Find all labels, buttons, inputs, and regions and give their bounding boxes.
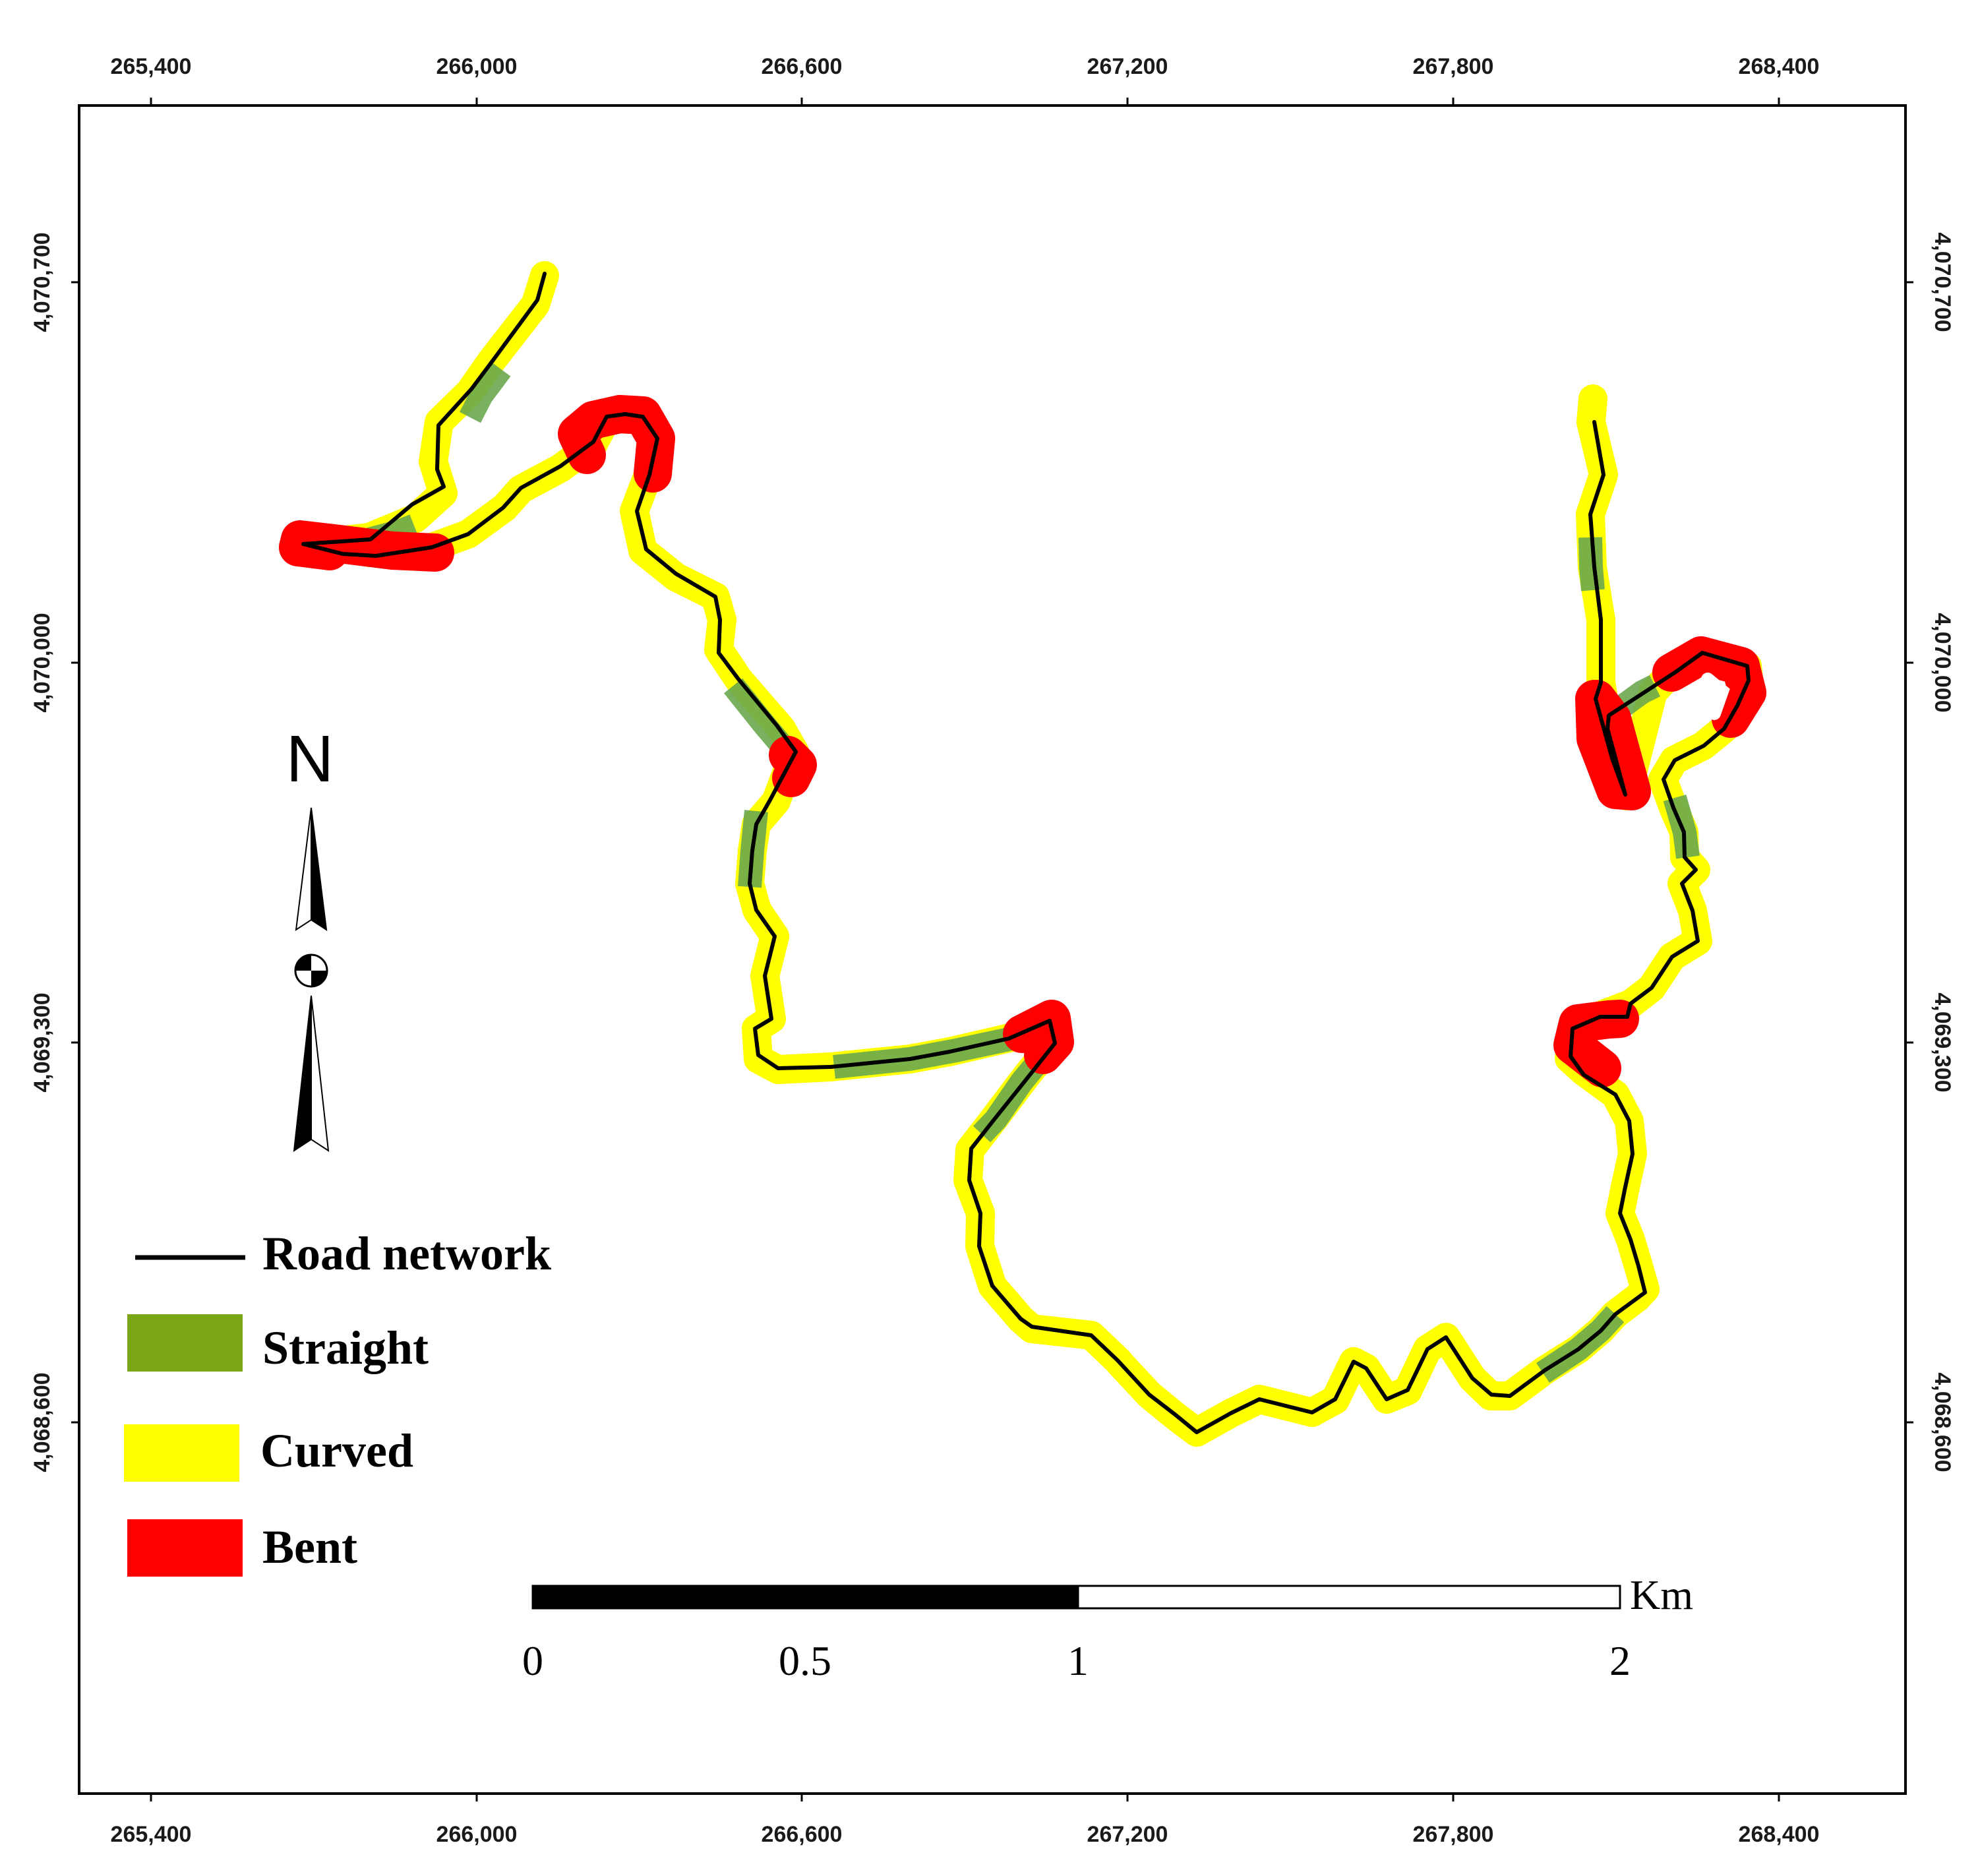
north-arrow-upper-right — [311, 807, 328, 932]
x-tick-label: 265,400 — [111, 1822, 192, 1847]
y-tick-label: 4,069,300 — [30, 992, 55, 1092]
north-arrow-lower-right — [311, 995, 330, 1152]
x-tick-label: 268,400 — [1739, 54, 1820, 79]
legend-road-label: Road network — [262, 1227, 551, 1280]
x-tick-labels-top: 265,400 266,000 266,600 267,200 267,800 … — [111, 54, 1820, 79]
scale-bar-label: 2 — [1609, 1637, 1631, 1684]
scale-bar-unit: Km — [1630, 1571, 1693, 1618]
map-frame — [78, 104, 1907, 1795]
x-tick-label: 267,200 — [1087, 1822, 1168, 1847]
north-arrow-lower-left — [293, 995, 312, 1152]
x-tick-labels-bottom: 265,400 266,000 266,600 267,200 267,800 … — [111, 1822, 1820, 1847]
y-tick-labels-right: 4,070,700 4,070,000 4,069,300 4,068,600 — [1930, 232, 1955, 1472]
scale-bar-white-segment — [1077, 1585, 1621, 1610]
y-tick-label: 4,069,300 — [1930, 992, 1955, 1092]
north-arrow: N — [286, 722, 334, 1152]
road-network-line — [301, 272, 1751, 1434]
x-tick-label: 266,600 — [762, 54, 843, 79]
legend-bent-label: Bent — [262, 1521, 357, 1573]
x-tick-label: 267,800 — [1413, 54, 1494, 79]
y-tick-label: 4,068,600 — [30, 1372, 55, 1472]
scale-bar-black-segment — [531, 1585, 1079, 1610]
x-tick-label: 268,400 — [1739, 1822, 1820, 1847]
scale-bar-label: 1 — [1067, 1637, 1089, 1684]
scale-bar-label: 0 — [522, 1637, 543, 1684]
legend-curved-label: Curved — [260, 1424, 413, 1477]
x-tick-label: 266,000 — [436, 1822, 518, 1847]
north-label: N — [286, 722, 334, 796]
y-tick-labels-left: 4,070,700 4,070,000 4,069,300 4,068,600 — [30, 232, 55, 1472]
legend-straight-label: Straight — [262, 1321, 429, 1374]
x-tick-label: 267,800 — [1413, 1822, 1494, 1847]
north-arrow-upper-left — [295, 807, 312, 932]
scale-bar-label: 0.5 — [779, 1637, 831, 1684]
y-tick-label: 4,070,700 — [30, 232, 55, 332]
bent-hook-inner — [1701, 673, 1730, 720]
y-tick-label: 4,068,600 — [1930, 1372, 1955, 1472]
x-tick-label: 267,200 — [1087, 54, 1168, 79]
north-arrow-center-quarter — [311, 971, 327, 986]
y-tick-label: 4,070,700 — [1930, 232, 1955, 332]
legend: Road network Straight Curved Bent — [124, 1227, 551, 1577]
x-tick-label: 266,600 — [762, 1822, 843, 1847]
north-arrow-center-quarter — [295, 955, 311, 971]
y-tick-label: 4,070,000 — [1930, 613, 1955, 712]
straight-buffer — [366, 362, 1700, 1383]
legend-straight-swatch — [127, 1314, 243, 1372]
scale-bar: Km 0 0.5 1 2 — [522, 1571, 1693, 1684]
tick-marks — [71, 98, 1913, 1801]
x-tick-label: 265,400 — [111, 54, 192, 79]
x-tick-label: 266,000 — [436, 54, 518, 79]
legend-bent-swatch — [127, 1519, 243, 1577]
y-tick-label: 4,070,000 — [30, 613, 55, 712]
legend-curved-swatch — [124, 1424, 239, 1482]
